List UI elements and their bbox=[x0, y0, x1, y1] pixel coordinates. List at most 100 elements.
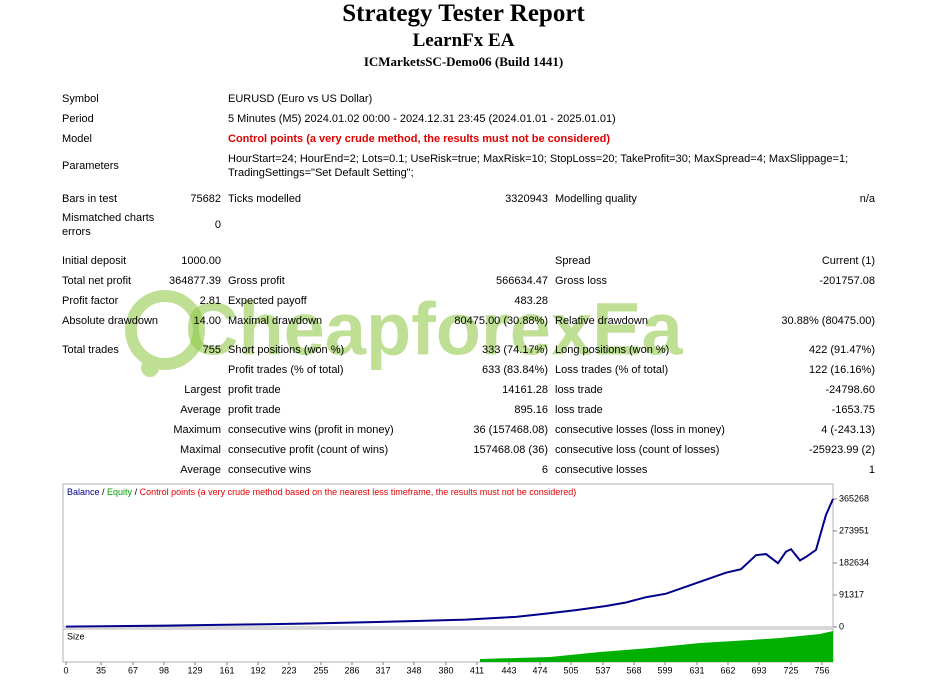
row-value: Long positions (won %) bbox=[555, 344, 670, 356]
x-tick-label: 443 bbox=[501, 665, 516, 675]
row-value: Modelling quality bbox=[555, 193, 637, 205]
row-value: 566634.47 bbox=[496, 275, 548, 287]
row-value: loss trade bbox=[555, 404, 603, 416]
row-value: 6 bbox=[541, 464, 548, 476]
row-value: consecutive wins bbox=[228, 464, 312, 476]
watermark-ring bbox=[125, 290, 205, 370]
balance-line bbox=[65, 498, 834, 628]
row-value: 0 bbox=[214, 219, 221, 231]
x-tick-label: 98 bbox=[159, 665, 169, 675]
row-label: Total trades bbox=[62, 344, 119, 356]
row-value: consecutive losses (loss in money) bbox=[555, 424, 725, 436]
row-value: 1000.00 bbox=[181, 255, 221, 267]
row-label: Profit factor bbox=[62, 295, 119, 307]
row-value: loss trade bbox=[555, 384, 603, 396]
watermark-logo bbox=[125, 290, 205, 377]
row-value: Maximal drawdown bbox=[228, 315, 323, 327]
row-label: Average bbox=[180, 464, 221, 476]
size-label: Size bbox=[67, 631, 85, 641]
row-value: Gross loss bbox=[555, 275, 607, 287]
row-value: 633 (83.84%) bbox=[481, 364, 548, 376]
legend-entry: Balance bbox=[67, 487, 100, 497]
x-tick-label: 223 bbox=[281, 665, 296, 675]
row-value: EURUSD (Euro vs US Dollar) bbox=[228, 93, 373, 105]
row-label: Bars in test bbox=[62, 193, 118, 205]
x-tick-label: 631 bbox=[689, 665, 704, 675]
row-value: consecutive profit (count of wins) bbox=[228, 444, 389, 456]
plot-frame bbox=[62, 483, 834, 628]
x-tick-label: 505 bbox=[563, 665, 578, 675]
row-value: -25923.99 (2) bbox=[808, 444, 875, 456]
row-label: Profit trades (% of total) bbox=[228, 364, 344, 376]
row-label: Largest bbox=[184, 384, 221, 396]
watermark-dot bbox=[141, 359, 159, 377]
x-tick-label: 67 bbox=[128, 665, 138, 675]
x-tick-label: 255 bbox=[313, 665, 328, 675]
row-value: 14.00 bbox=[193, 315, 221, 327]
row-value: Ticks modelled bbox=[228, 193, 301, 205]
x-tick-label: 411 bbox=[470, 665, 484, 675]
row-value: Control points (a very crude method, the… bbox=[228, 133, 610, 145]
row-value: 14161.28 bbox=[502, 384, 548, 396]
x-tick-label: 380 bbox=[438, 665, 453, 675]
x-tick-label: 662 bbox=[720, 665, 735, 675]
row-label: Maximal bbox=[180, 444, 221, 456]
row-value: 2.81 bbox=[199, 295, 221, 307]
row-value: consecutive losses bbox=[555, 464, 648, 476]
row-value: Relative drawdown bbox=[555, 315, 648, 327]
x-tick-label: 725 bbox=[783, 665, 798, 675]
server-name: ICMarketsSC-Demo06 (Build 1441) bbox=[363, 54, 564, 69]
row-value: 1 bbox=[868, 464, 875, 476]
y-tick-label: 91317 bbox=[839, 589, 864, 599]
row-value: Short positions (won %) bbox=[228, 344, 345, 356]
row-value: 3320943 bbox=[505, 193, 548, 205]
x-tick-label: 693 bbox=[751, 665, 766, 675]
row-value: Spread bbox=[555, 255, 591, 267]
x-tick-label: 474 bbox=[532, 665, 547, 675]
row-label: Symbol bbox=[62, 93, 99, 105]
row-value: 333 (74.17%) bbox=[481, 344, 548, 356]
row-value: 30.88% (80475.00) bbox=[781, 315, 875, 327]
row-label: Total net profit bbox=[62, 275, 132, 287]
row-value: 364877.39 bbox=[169, 275, 221, 287]
x-tick-label: 286 bbox=[344, 665, 359, 675]
y-tick-label: 0 bbox=[839, 621, 844, 631]
row-label: Mismatched charts errors bbox=[62, 212, 155, 238]
legend-separator: / bbox=[132, 487, 140, 497]
row-value: profit trade bbox=[228, 384, 281, 396]
row-value: consecutive wins (profit in money) bbox=[228, 424, 394, 436]
row-value: 422 (91.47%) bbox=[808, 344, 875, 356]
x-tick-label: 161 bbox=[219, 665, 234, 675]
row-label: Parameters bbox=[62, 160, 119, 172]
row-label: Absolute drawdown bbox=[62, 315, 159, 327]
row-value: 483.28 bbox=[514, 295, 548, 307]
x-tick-label: 0 bbox=[63, 665, 68, 675]
x-tick-label: 317 bbox=[375, 665, 390, 675]
row-value: -201757.08 bbox=[819, 275, 875, 287]
row-value: 5 Minutes (M5) 2024.01.02 00:00 - 2024.1… bbox=[228, 113, 616, 125]
row-label: Average bbox=[180, 404, 221, 416]
legend-entry: Equity bbox=[107, 487, 133, 497]
row-value: 75682 bbox=[190, 193, 221, 205]
legend: Balance / Equity / Control points (a ver… bbox=[67, 487, 576, 497]
row-value: n/a bbox=[859, 193, 875, 205]
row-value: 755 bbox=[202, 344, 221, 356]
row-value: Loss trades (% of total) bbox=[555, 364, 669, 376]
legend-separator: / bbox=[100, 487, 108, 497]
row-value: HourStart=24; HourEnd=2; Lots=0.1; UseRi… bbox=[228, 153, 849, 179]
x-tick-label: 129 bbox=[187, 665, 202, 675]
row-value: 80475.00 (30.88%) bbox=[454, 315, 548, 327]
y-tick-label: 273951 bbox=[839, 525, 869, 535]
row-value: 122 (16.16%) bbox=[808, 364, 875, 376]
row-value: -1653.75 bbox=[831, 404, 875, 416]
row-value: 36 (157468.08) bbox=[473, 424, 548, 436]
y-tick-label: 182634 bbox=[839, 557, 869, 567]
row-value: 157468.08 (36) bbox=[473, 444, 548, 456]
row-value: Expected payoff bbox=[228, 295, 307, 307]
row-label: Model bbox=[62, 133, 92, 145]
report-title: Strategy Tester Report bbox=[342, 0, 585, 27]
row-value: 895.16 bbox=[514, 404, 548, 416]
x-tick-label: 348 bbox=[406, 665, 421, 675]
